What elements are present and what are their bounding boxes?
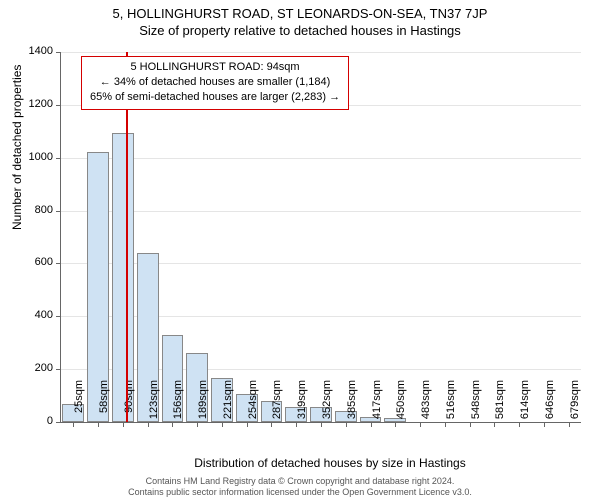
x-tick-label: 156sqm: [172, 380, 184, 430]
x-tick-label: 516sqm: [445, 380, 457, 430]
x-tick-label: 450sqm: [395, 380, 407, 430]
y-tick-label: 400: [35, 309, 53, 321]
info-line-3: 65% of semi-detached houses are larger (…: [90, 90, 340, 105]
y-tick-mark: [56, 52, 61, 53]
grid-line: [61, 52, 581, 53]
x-tick-label: 646sqm: [544, 380, 556, 430]
y-tick-label: 600: [35, 256, 53, 268]
y-tick-mark: [56, 422, 61, 423]
x-tick-label: 581sqm: [494, 380, 506, 430]
x-tick-label: 287sqm: [271, 380, 283, 430]
y-axis-label: Number of detached properties: [10, 65, 24, 230]
chart-subtitle: Size of property relative to detached ho…: [0, 23, 600, 40]
y-tick-mark: [56, 316, 61, 317]
x-axis-label: Distribution of detached houses by size …: [0, 456, 600, 470]
y-tick-label: 1000: [29, 151, 53, 163]
plot-area: 5 HOLLINGHURST ROAD: 94sqm ← 34% of deta…: [60, 52, 581, 423]
y-tick-mark: [56, 211, 61, 212]
grid-line: [61, 158, 581, 159]
x-tick-label: 58sqm: [98, 380, 110, 430]
x-tick-label: 614sqm: [519, 380, 531, 430]
info-box: 5 HOLLINGHURST ROAD: 94sqm ← 34% of deta…: [81, 56, 349, 110]
info-line-1: 5 HOLLINGHURST ROAD: 94sqm: [90, 60, 340, 75]
histogram-bar: [112, 133, 134, 422]
y-tick-label: 1200: [29, 98, 53, 110]
y-tick-label: 200: [35, 362, 53, 374]
y-tick-mark: [56, 369, 61, 370]
footer-line-1: Contains HM Land Registry data © Crown c…: [8, 476, 592, 487]
x-tick-label: 189sqm: [197, 380, 209, 430]
x-tick-label: 352sqm: [321, 380, 333, 430]
titles-block: 5, HOLLINGHURST ROAD, ST LEONARDS-ON-SEA…: [0, 0, 600, 40]
x-tick-label: 319sqm: [296, 380, 308, 430]
x-tick-label: 385sqm: [346, 380, 358, 430]
x-tick-label: 221sqm: [222, 380, 234, 430]
y-tick-mark: [56, 158, 61, 159]
property-size-chart: 5, HOLLINGHURST ROAD, ST LEONARDS-ON-SEA…: [0, 0, 600, 500]
x-tick-label: 483sqm: [420, 380, 432, 430]
x-tick-label: 90sqm: [123, 380, 135, 430]
y-tick-label: 0: [47, 415, 53, 427]
x-tick-label: 123sqm: [148, 380, 160, 430]
x-tick-label: 254sqm: [247, 380, 259, 430]
grid-line: [61, 211, 581, 212]
y-tick-mark: [56, 263, 61, 264]
footer-line-2: Contains public sector information licen…: [8, 487, 592, 498]
y-tick-label: 800: [35, 204, 53, 216]
footer: Contains HM Land Registry data © Crown c…: [8, 476, 592, 498]
chart-title: 5, HOLLINGHURST ROAD, ST LEONARDS-ON-SEA…: [0, 6, 600, 23]
x-tick-label: 679sqm: [569, 380, 581, 430]
x-tick-label: 417sqm: [371, 380, 383, 430]
x-tick-label: 25sqm: [73, 380, 85, 430]
y-tick-mark: [56, 105, 61, 106]
y-tick-label: 1400: [29, 45, 53, 57]
x-tick-label: 548sqm: [470, 380, 482, 430]
info-line-2: ← 34% of detached houses are smaller (1,…: [90, 75, 340, 90]
